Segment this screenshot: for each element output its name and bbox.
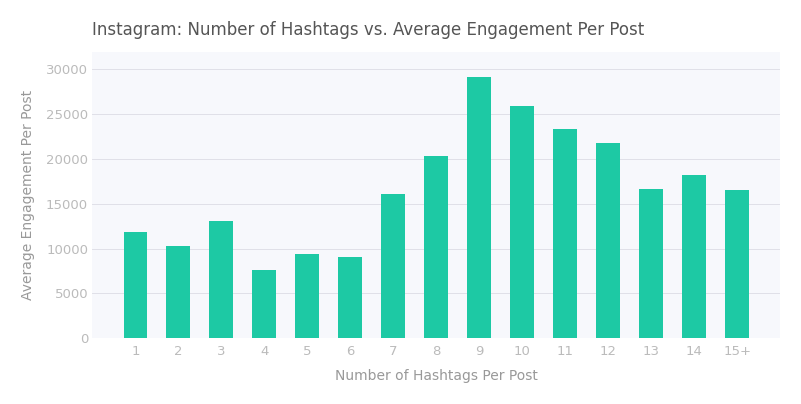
Bar: [510, 106, 534, 338]
Bar: [725, 190, 749, 338]
Bar: [553, 128, 577, 338]
Bar: [252, 270, 276, 338]
Y-axis label: Average Engagement Per Post: Average Engagement Per Post: [21, 90, 34, 300]
Bar: [596, 143, 620, 338]
Bar: [425, 156, 448, 338]
Bar: [167, 246, 190, 338]
X-axis label: Number of Hashtags Per Post: Number of Hashtags Per Post: [335, 369, 537, 383]
Bar: [682, 175, 706, 338]
Bar: [296, 254, 319, 338]
Bar: [123, 232, 147, 338]
Bar: [338, 257, 362, 338]
Text: Instagram: Number of Hashtags vs. Average Engagement Per Post: Instagram: Number of Hashtags vs. Averag…: [92, 21, 645, 39]
Bar: [210, 221, 233, 338]
Bar: [467, 78, 491, 338]
Bar: [381, 194, 405, 338]
Bar: [639, 189, 663, 338]
